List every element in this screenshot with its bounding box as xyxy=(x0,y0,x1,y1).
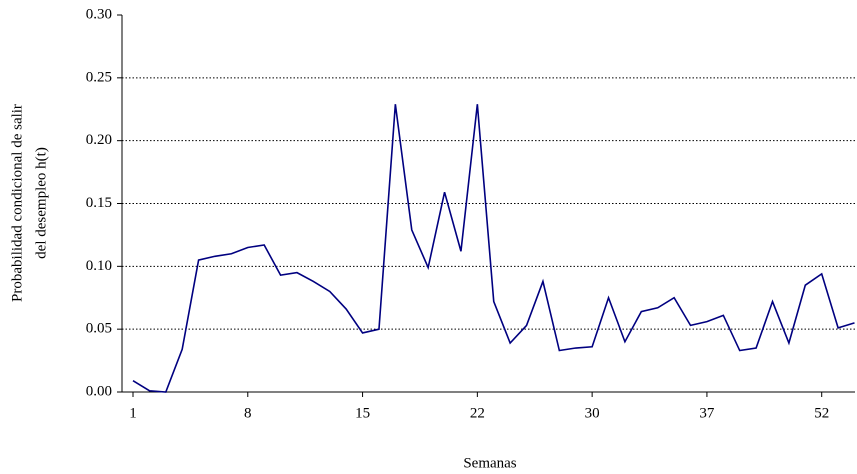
y-tick-label: 0.05 xyxy=(86,321,112,337)
y-tick-label: 0.30 xyxy=(86,6,112,22)
y-axis-title: del desempleo h(t) xyxy=(33,147,49,259)
x-tick-label: 52 xyxy=(814,405,829,421)
x-tick-label: 22 xyxy=(470,405,485,421)
data-line xyxy=(132,104,855,393)
x-tick-label: 37 xyxy=(699,405,715,421)
y-tick-label: 0.15 xyxy=(86,195,112,211)
y-tick-label: 0.20 xyxy=(86,132,112,148)
y-tick-label: 0.25 xyxy=(86,69,112,85)
x-axis-title: Semanas xyxy=(463,455,516,471)
x-tick-label: 15 xyxy=(355,405,370,421)
x-tick-label: 8 xyxy=(244,405,252,421)
y-tick-label: 0.00 xyxy=(86,383,112,399)
y-tick-label: 0.10 xyxy=(86,258,112,274)
x-tick-label: 30 xyxy=(585,405,600,421)
y-axis-title: Probabilidad condicional de salir xyxy=(9,104,25,302)
x-tick-label: 1 xyxy=(129,405,137,421)
